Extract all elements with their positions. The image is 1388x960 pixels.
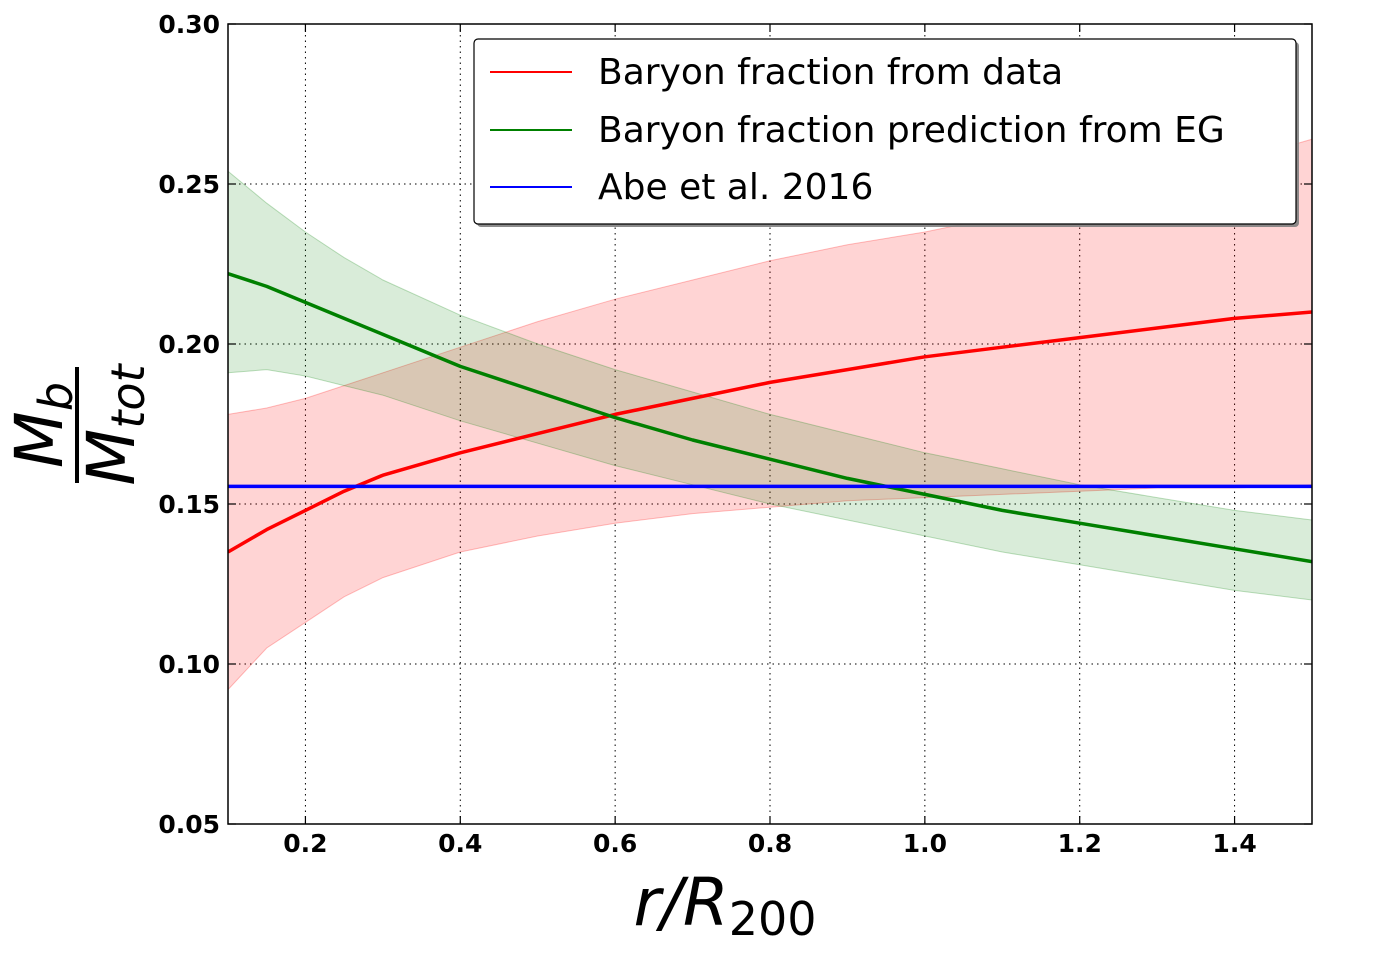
- uncertainty-bands: [228, 138, 1312, 691]
- y-axis-denominator-subscript: tot: [101, 362, 155, 428]
- legend: Baryon fraction from data Baryon fractio…: [473, 38, 1299, 227]
- axis-ticks: 0.2 0.4 0.6 0.8 1.0 1.2 1.4 0.05 0.10 0.15 0.20 0.2…: [158, 10, 1312, 858]
- x-axis-label: r/R200: [633, 864, 816, 946]
- y-tick-label: 0.15: [158, 490, 220, 519]
- y-axis-numerator-main: M: [1, 411, 78, 468]
- x-tick-label: 1.4: [1212, 829, 1256, 858]
- y-axis-label: Mb Mtot: [1, 362, 155, 485]
- x-tick-label: 0.8: [748, 829, 792, 858]
- x-tick-label: 1.2: [1058, 829, 1102, 858]
- x-tick-label: 0.4: [438, 829, 482, 858]
- series-lines: [228, 271, 1312, 564]
- x-tick-label: 1.0: [903, 829, 947, 858]
- y-tick-label: 0.25: [158, 170, 220, 199]
- legend-label-data: Baryon fraction from data: [598, 52, 1063, 93]
- y-tick-label: 0.20: [158, 330, 220, 359]
- x-tick-label: 0.2: [283, 829, 327, 858]
- y-tick-label: 0.30: [158, 10, 220, 39]
- x-tick-label: 0.6: [593, 829, 637, 858]
- legend-label-eg: Baryon fraction prediction from EG: [598, 110, 1225, 151]
- y-tick-label: 0.10: [158, 650, 220, 679]
- y-axis-denominator: Mtot: [73, 362, 155, 485]
- x-axis-label-main: r/R: [633, 864, 728, 941]
- y-axis-numerator-subscript: b: [29, 382, 83, 411]
- series-line-data: [228, 310, 1312, 554]
- y-axis-numerator: Mb: [1, 382, 83, 468]
- y-tick-label: 0.05: [158, 810, 220, 839]
- legend-label-abe: Abe et al. 2016: [598, 167, 873, 208]
- band-eg: [228, 170, 1312, 601]
- y-axis-denominator-main: M: [73, 429, 150, 486]
- legend-box: [473, 38, 1297, 225]
- band-data: [228, 138, 1312, 691]
- series-line-eg: [228, 271, 1312, 564]
- x-axis-label-subscript: 200: [729, 892, 817, 946]
